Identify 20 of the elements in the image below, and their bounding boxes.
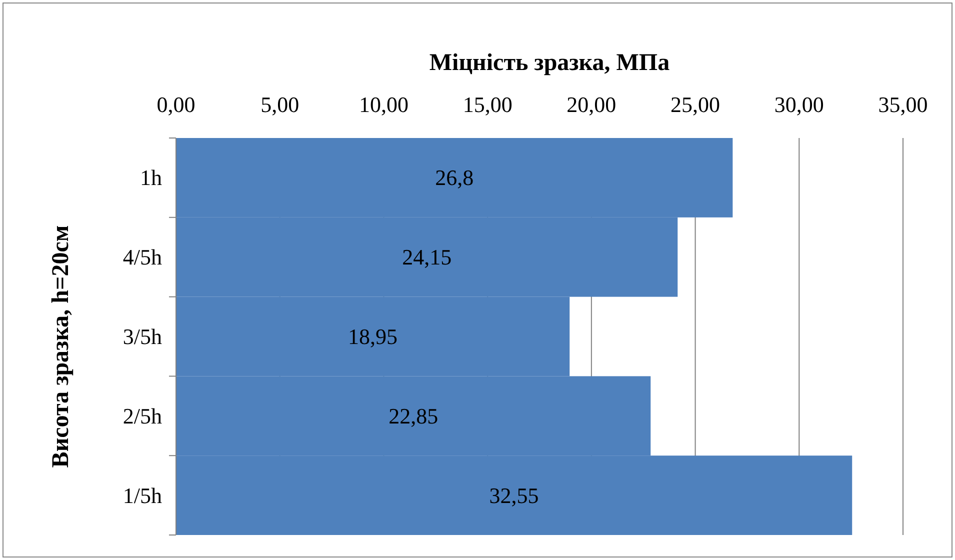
y-tick-label: 1/5h (122, 482, 162, 508)
data-label: 18,95 (348, 324, 398, 349)
x-tick-label: 20,00 (566, 92, 616, 117)
x-tick-label: 5,00 (260, 92, 300, 117)
x-tick-label: 35,00 (878, 92, 928, 117)
data-label: 22,85 (388, 403, 438, 428)
x-tick-label: 0,00 (156, 92, 196, 117)
y-tick-label: 1h (140, 165, 162, 190)
x-tick-label: 25,00 (670, 92, 720, 117)
x-tick-label: 30,00 (774, 92, 824, 117)
x-tick-label: 15,00 (462, 92, 512, 117)
x-tick-label: 10,00 (358, 92, 408, 117)
y-tick-label: 4/5h (122, 244, 162, 270)
data-label: 24,15 (402, 244, 452, 270)
data-label: 32,55 (489, 482, 539, 508)
y-tick-label: 2/5h (122, 403, 162, 428)
x-axis-title: Міцність зразка, МПа (429, 50, 670, 76)
y-tick-label: 3/5h (122, 324, 162, 349)
data-label: 26,8 (435, 165, 474, 190)
y-axis-title: Висота зразка, h=20см (48, 225, 74, 468)
